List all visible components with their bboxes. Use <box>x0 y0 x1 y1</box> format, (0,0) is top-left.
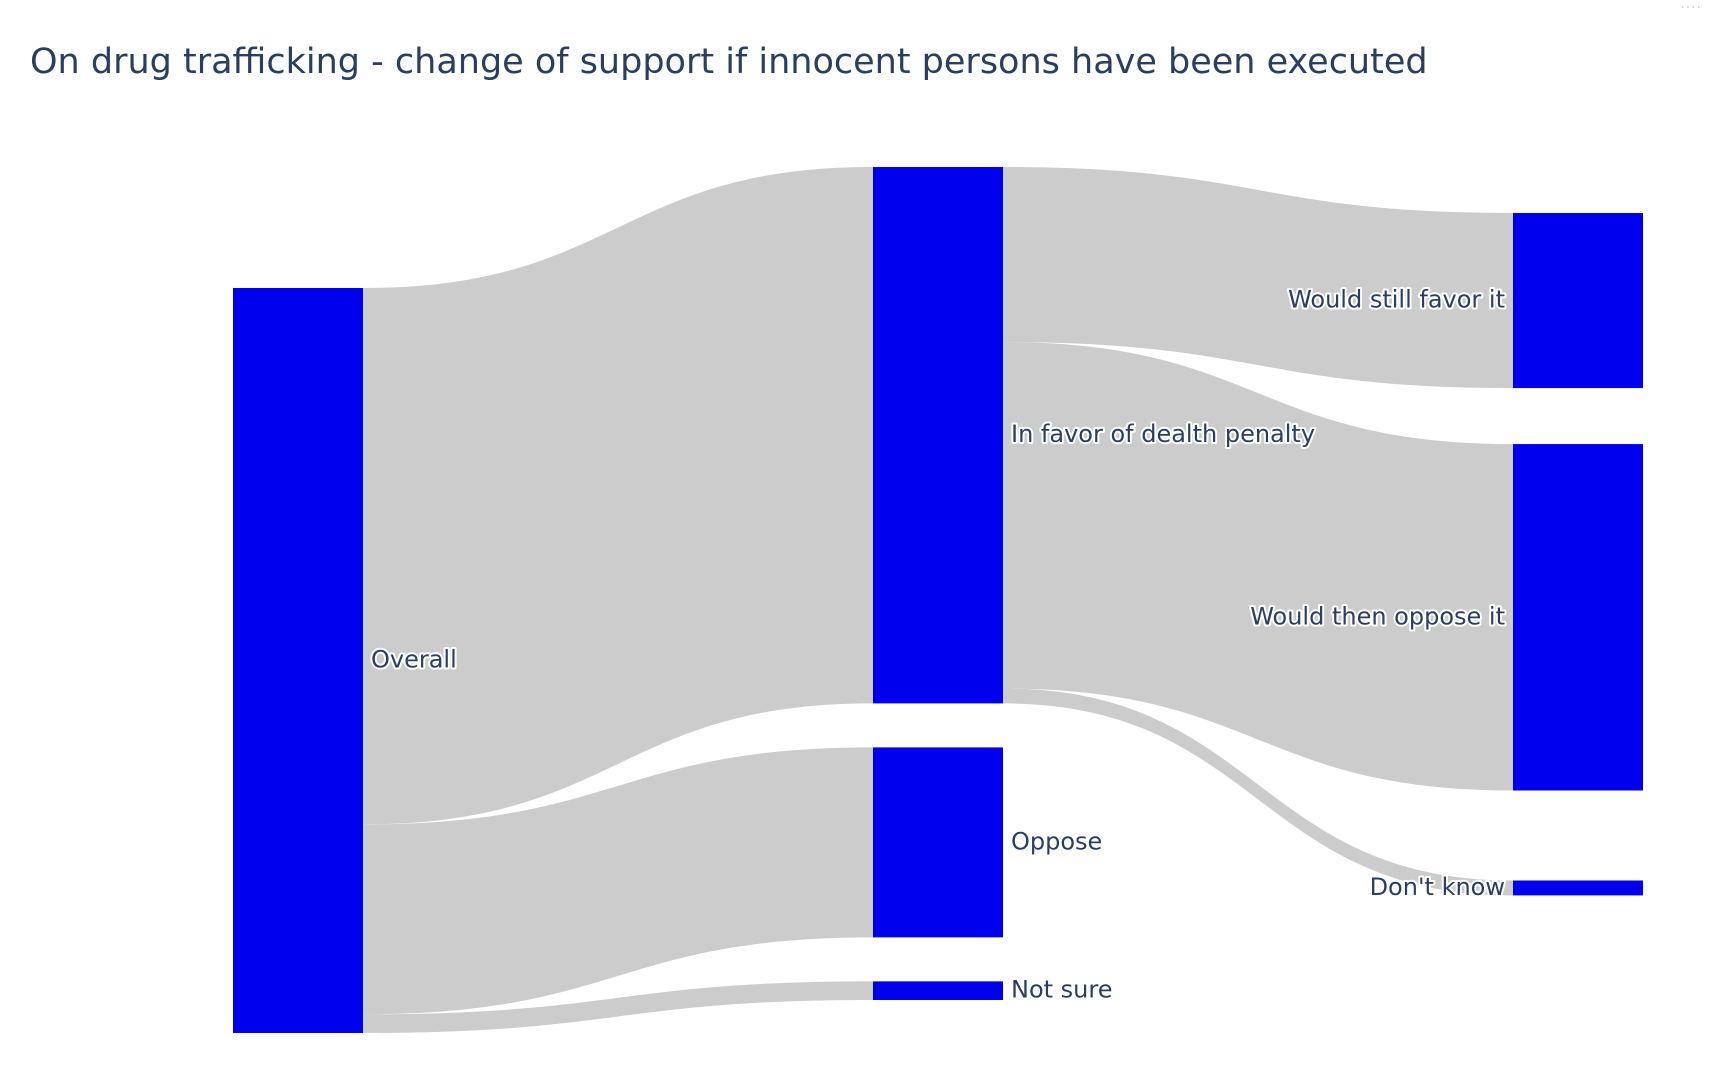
sankey-node-label-oppose: Oppose <box>1011 827 1102 855</box>
sankey-node-label-favor: In favor of dealth penalty <box>1011 420 1315 448</box>
sankey-node-favor[interactable] <box>873 167 1003 704</box>
sankey-node-label-dontknow: Don't know <box>1370 873 1505 901</box>
sankey-node-oppose[interactable] <box>873 747 1003 938</box>
sankey-link-overall-notsure[interactable] <box>363 981 873 1033</box>
modebar-icon[interactable]: ···· <box>1680 0 1702 16</box>
sankey-link-overall-favor[interactable] <box>363 167 873 825</box>
sankey-node-notsure[interactable] <box>873 981 1003 1000</box>
sankey-node-label-still: Would still favor it <box>1288 286 1505 314</box>
sankey-node-label-overall: Overall <box>371 646 457 674</box>
sankey-link-favor-dontknow[interactable] <box>1003 688 1513 896</box>
nodes-layer <box>233 167 1643 1033</box>
chart-title: On drug trafficking - change of support … <box>30 42 1428 82</box>
sankey-node-dontknow[interactable] <box>1513 880 1643 896</box>
labels-layer: Overall In favor of dealth penalty Oppose N… <box>369 284 1507 1006</box>
links-layer <box>363 167 1513 1033</box>
sankey-node-then[interactable] <box>1513 444 1643 791</box>
sankey-link-overall-oppose[interactable] <box>363 747 873 1015</box>
sankey-node-label-notsure: Not sure <box>1011 976 1113 1004</box>
sankey-node-still[interactable] <box>1513 213 1643 389</box>
sankey-link-favor-then[interactable] <box>1003 342 1513 791</box>
sankey-node-label-then: Would then oppose it <box>1250 602 1505 630</box>
sankey-node-overall[interactable] <box>233 288 363 1033</box>
sankey-link-favor-still[interactable] <box>1003 167 1513 389</box>
